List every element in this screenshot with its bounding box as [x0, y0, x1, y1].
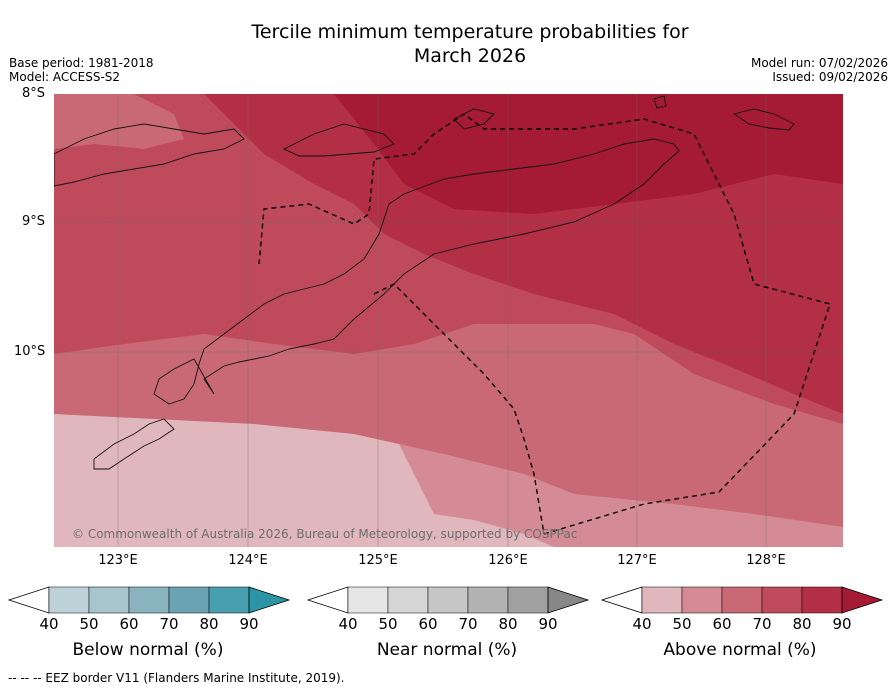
alor-islands	[282, 123, 395, 157]
lat-label: 10°S	[14, 344, 46, 359]
colorbar-tick-label: 80	[792, 615, 812, 633]
metadata-left: Base period: 1981-2018 Model: ACCESS-S2	[9, 56, 154, 84]
colorbar-tick-label: 70	[458, 615, 478, 633]
colorbar-tick-label: 90	[832, 615, 852, 633]
tanimbar-islands	[732, 108, 795, 131]
colorbar-segment	[347, 586, 389, 614]
colorbar-above-normal	[600, 586, 884, 614]
gridlines	[54, 221, 843, 353]
copyright-text: © Commonwealth of Australia 2026, Bureau…	[72, 527, 577, 541]
colorbar-tick-label: 40	[39, 615, 59, 633]
colorbar-extend-high	[841, 586, 884, 614]
eez-border	[258, 113, 831, 535]
sumba-flores-islands	[54, 123, 245, 187]
colorbar-near-normal	[306, 586, 590, 614]
probability-map: © Commonwealth of Australia 2026, Bureau…	[54, 94, 843, 547]
colorbar-segment	[387, 586, 429, 614]
colorbar-tick-label: 80	[498, 615, 518, 633]
colorbar-tick-label: 60	[418, 615, 438, 633]
colorbar-extend-low	[306, 586, 349, 614]
model-run: Model run: 07/02/2026	[750, 56, 888, 70]
rote-island	[93, 418, 175, 470]
colorbar-extend-low	[600, 586, 643, 614]
colorbar-segment	[48, 586, 90, 614]
lat-label: 9°S	[22, 214, 46, 229]
lon-label: 128°E	[746, 553, 786, 568]
colorbar-segment	[681, 586, 723, 614]
footer-eez-note: -- -- -- EEZ border V11 (Flanders Marine…	[8, 671, 345, 685]
colorbars	[7, 586, 884, 614]
colorbar-tick-label: 50	[378, 615, 398, 633]
colorbar-extend-high	[547, 586, 590, 614]
metadata-right: Model run: 07/02/2026 Issued: 09/02/2026	[751, 56, 888, 84]
lat-label: 8°S	[22, 86, 46, 101]
colorbar-segment	[88, 586, 130, 614]
timor-coast	[153, 138, 680, 405]
colorbar-label-near: Near normal (%)	[376, 640, 518, 660]
colorbar-segment	[641, 586, 683, 614]
colorbar-tick-label: 40	[632, 615, 652, 633]
lon-label: 124°E	[228, 553, 268, 568]
colorbar-tick-label: 70	[752, 615, 772, 633]
colorbar-tick-label: 40	[338, 615, 358, 633]
colorbar-tick-label: 90	[538, 615, 558, 633]
colorbar-segment	[128, 586, 170, 614]
colorbar-segment	[168, 586, 210, 614]
colorbar-segment	[721, 586, 763, 614]
colorbar-segment	[507, 586, 549, 614]
colorbar-tick-label: 60	[119, 615, 139, 633]
colorbar-label-above: Above normal (%)	[663, 640, 817, 660]
base-period: Base period: 1981-2018	[9, 56, 154, 70]
colorbar-tick-label: 70	[159, 615, 179, 633]
wetar-island	[453, 108, 495, 130]
lon-label: 126°E	[488, 553, 528, 568]
colorbar-segment	[208, 586, 250, 614]
chart-title: Tercile minimum temperature probabilitie…	[0, 20, 896, 68]
title-line-1: Tercile minimum temperature probabilitie…	[251, 21, 689, 43]
colorbar-below-normal	[7, 586, 291, 614]
model-name: Model: ACCESS-S2	[9, 70, 121, 84]
band-90-core	[334, 94, 843, 214]
colorbar-tick-label: 50	[672, 615, 692, 633]
colorbar-tick-label: 80	[199, 615, 219, 633]
band-70-northwest	[54, 94, 184, 149]
small-island-ne	[653, 95, 667, 109]
colorbar-label-below: Below normal (%)	[72, 640, 224, 660]
lon-label: 125°E	[358, 553, 398, 568]
lon-label: 123°E	[98, 553, 138, 568]
coastlines	[54, 95, 795, 470]
colorbar-extend-low	[7, 586, 50, 614]
colorbar-segment	[801, 586, 843, 614]
issued-date: Issued: 09/02/2026	[772, 70, 888, 84]
colorbar-segment	[427, 586, 469, 614]
colorbar-segment	[467, 586, 509, 614]
colorbar-tick-label: 50	[79, 615, 99, 633]
colorbar-tick-label: 60	[712, 615, 732, 633]
lon-label: 127°E	[617, 553, 657, 568]
title-line-2: March 2026	[413, 45, 527, 67]
colorbar-segment	[761, 586, 803, 614]
colorbar-tick-label: 90	[239, 615, 259, 633]
colorbar-extend-high	[248, 586, 291, 614]
